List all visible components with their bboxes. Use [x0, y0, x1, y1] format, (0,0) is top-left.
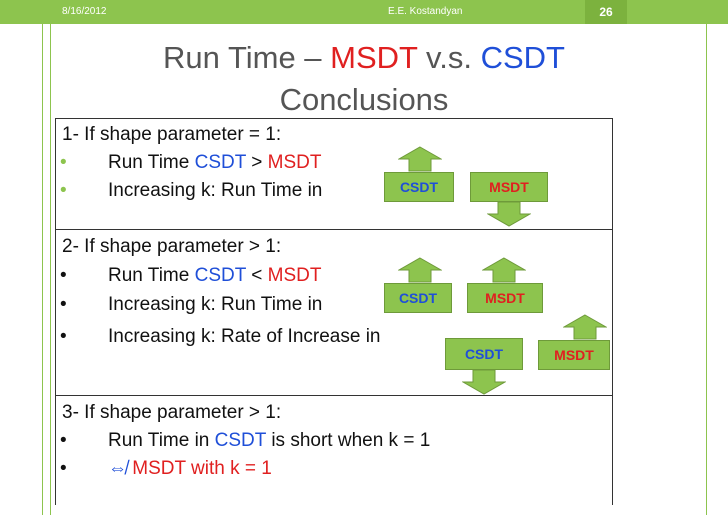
- section-1-item-2: Increasing k: Run Time in: [108, 180, 323, 201]
- header-bar: 8/16/2012 E.E. Kostandyan 26: [0, 0, 728, 24]
- title-prefix: Run Time –: [163, 40, 331, 75]
- csdt-tag: CSDT: [384, 172, 454, 202]
- title-vs: v.s.: [417, 40, 481, 75]
- down-arrow-icon: [487, 201, 531, 227]
- bullet: •: [60, 294, 67, 315]
- section-3-item-2: ⇎ MSDT with k = 1: [108, 458, 272, 480]
- msdt-label: MSDT: [267, 152, 322, 173]
- slide-date: 8/16/2012: [62, 6, 107, 17]
- bullet: •: [60, 430, 67, 451]
- item-text: Run Time: [108, 152, 195, 173]
- not-equivalent-icon: ⇎: [108, 458, 127, 479]
- msdt-tag-2: MSDT: [538, 340, 610, 370]
- bullet: •: [60, 458, 67, 479]
- slide-subtitle: Conclusions: [279, 82, 449, 117]
- title-csdt: CSDT: [480, 40, 565, 75]
- section-1-item-1: Run Time CSDT > MSDT: [108, 152, 321, 174]
- csdt-label: CSDT: [214, 430, 267, 451]
- msdt-label: MSDT: [267, 265, 322, 286]
- section-1-heading: 1- If shape parameter = 1:: [62, 124, 282, 145]
- section-3-heading: 3- If shape parameter > 1:: [62, 402, 282, 423]
- msdt-tag: MSDT: [470, 172, 548, 202]
- operator: <: [245, 265, 268, 286]
- title-msdt: MSDT: [330, 40, 418, 75]
- bullet: •: [60, 180, 67, 201]
- right-rule: [706, 24, 707, 515]
- up-arrow-icon: [398, 257, 442, 283]
- item-text: Run Time in: [108, 430, 215, 451]
- left-rule-inner: [50, 24, 51, 515]
- bullet: •: [60, 326, 67, 347]
- up-arrow-icon: [563, 314, 607, 340]
- item-text: Run Time: [108, 265, 195, 286]
- msdt-tag: MSDT: [467, 283, 543, 313]
- bullet: •: [60, 152, 67, 173]
- up-arrow-icon: [482, 257, 526, 283]
- slide-author: E.E. Kostandyan: [388, 6, 463, 17]
- section-2-item-3: Increasing k: Rate of Increase in: [108, 326, 381, 347]
- item-text: is short when k = 1: [266, 430, 431, 451]
- section-3-item-1: Run Time in CSDT is short when k = 1: [108, 430, 430, 452]
- item-text: MSDT with k = 1: [127, 458, 272, 479]
- section-2-item-1: Run Time CSDT < MSDT: [108, 265, 321, 287]
- csdt-label: CSDT: [194, 265, 246, 286]
- operator: >: [245, 152, 268, 173]
- csdt-tag-2: CSDT: [445, 338, 523, 370]
- csdt-tag: CSDT: [384, 283, 452, 313]
- section-2-heading: 2- If shape parameter > 1:: [62, 236, 282, 257]
- bullet: •: [60, 265, 67, 286]
- left-rule-outer: [42, 24, 43, 515]
- section-3-box: [55, 395, 613, 505]
- up-arrow-icon: [398, 146, 442, 172]
- section-2-item-2: Increasing k: Run Time in: [108, 294, 323, 315]
- slide-number: 26: [585, 0, 627, 24]
- down-arrow-icon: [462, 369, 506, 395]
- slide-title: Run Time – MSDT v.s. CSDT: [0, 40, 728, 76]
- csdt-label: CSDT: [194, 152, 246, 173]
